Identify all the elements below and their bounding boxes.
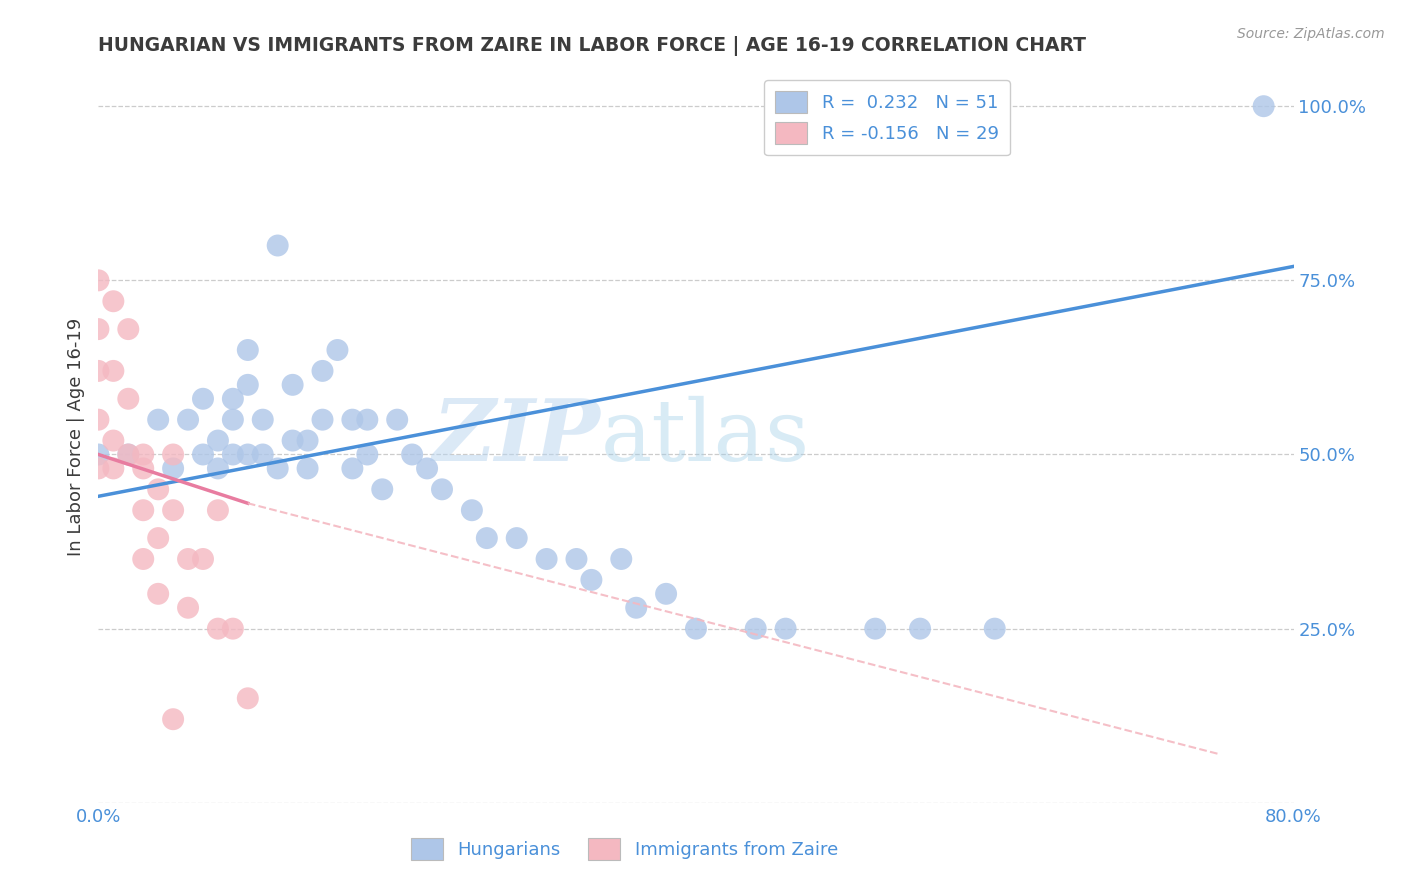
Point <box>311 412 333 426</box>
Point <box>385 412 409 426</box>
Point <box>267 238 290 252</box>
Point <box>252 448 274 462</box>
Point <box>297 434 319 448</box>
Point <box>117 448 139 462</box>
Point <box>177 412 200 426</box>
Point <box>252 412 274 426</box>
Point <box>908 622 931 636</box>
Point <box>162 503 184 517</box>
Point <box>117 448 139 462</box>
Point <box>236 343 259 357</box>
Point <box>132 461 155 475</box>
Point <box>191 448 214 462</box>
Text: HUNGARIAN VS IMMIGRANTS FROM ZAIRE IN LABOR FORCE | AGE 16-19 CORRELATION CHART: HUNGARIAN VS IMMIGRANTS FROM ZAIRE IN LA… <box>98 36 1087 55</box>
Point <box>984 622 1007 636</box>
Point <box>103 461 125 475</box>
Point <box>222 392 245 406</box>
Point <box>207 461 229 475</box>
Text: ZIP: ZIP <box>433 395 600 479</box>
Point <box>356 412 378 426</box>
Point <box>342 412 364 426</box>
Point <box>865 622 887 636</box>
Point <box>506 531 529 545</box>
Point <box>207 622 229 636</box>
Point <box>87 364 110 378</box>
Point <box>148 531 170 545</box>
Point <box>162 712 184 726</box>
Point <box>581 573 603 587</box>
Point <box>356 448 378 462</box>
Point <box>610 552 633 566</box>
Point <box>297 461 319 475</box>
Point <box>132 503 155 517</box>
Point <box>416 461 439 475</box>
Point <box>177 552 200 566</box>
Point <box>281 434 304 448</box>
Point <box>565 552 588 566</box>
Point <box>191 392 214 406</box>
Text: atlas: atlas <box>600 395 810 479</box>
Legend: Hungarians, Immigrants from Zaire: Hungarians, Immigrants from Zaire <box>404 830 845 867</box>
Point <box>148 483 170 497</box>
Point <box>103 434 125 448</box>
Point <box>103 294 125 309</box>
Point <box>132 552 155 566</box>
Point <box>191 552 214 566</box>
Point <box>655 587 678 601</box>
Y-axis label: In Labor Force | Age 16-19: In Labor Force | Age 16-19 <box>66 318 84 557</box>
Point <box>401 448 423 462</box>
Point <box>461 503 484 517</box>
Point <box>162 461 184 475</box>
Point <box>177 600 200 615</box>
Point <box>117 322 139 336</box>
Point <box>132 448 155 462</box>
Point <box>745 622 768 636</box>
Point <box>1253 99 1275 113</box>
Point <box>236 691 259 706</box>
Point <box>236 377 259 392</box>
Point <box>162 448 184 462</box>
Point <box>222 412 245 426</box>
Point <box>207 503 229 517</box>
Point <box>87 322 110 336</box>
Point <box>148 587 170 601</box>
Point <box>117 392 139 406</box>
Point <box>326 343 349 357</box>
Point <box>87 273 110 287</box>
Point <box>87 461 110 475</box>
Point <box>207 434 229 448</box>
Point <box>222 622 245 636</box>
Point <box>311 364 333 378</box>
Point <box>685 622 707 636</box>
Point <box>236 448 259 462</box>
Point <box>342 461 364 475</box>
Point <box>536 552 558 566</box>
Point <box>267 461 290 475</box>
Point <box>103 364 125 378</box>
Point <box>430 483 453 497</box>
Point <box>775 622 797 636</box>
Point <box>87 448 110 462</box>
Point <box>626 600 648 615</box>
Point <box>87 412 110 426</box>
Text: Source: ZipAtlas.com: Source: ZipAtlas.com <box>1237 27 1385 41</box>
Point <box>475 531 498 545</box>
Point <box>222 448 245 462</box>
Point <box>371 483 394 497</box>
Point <box>148 412 170 426</box>
Point <box>281 377 304 392</box>
